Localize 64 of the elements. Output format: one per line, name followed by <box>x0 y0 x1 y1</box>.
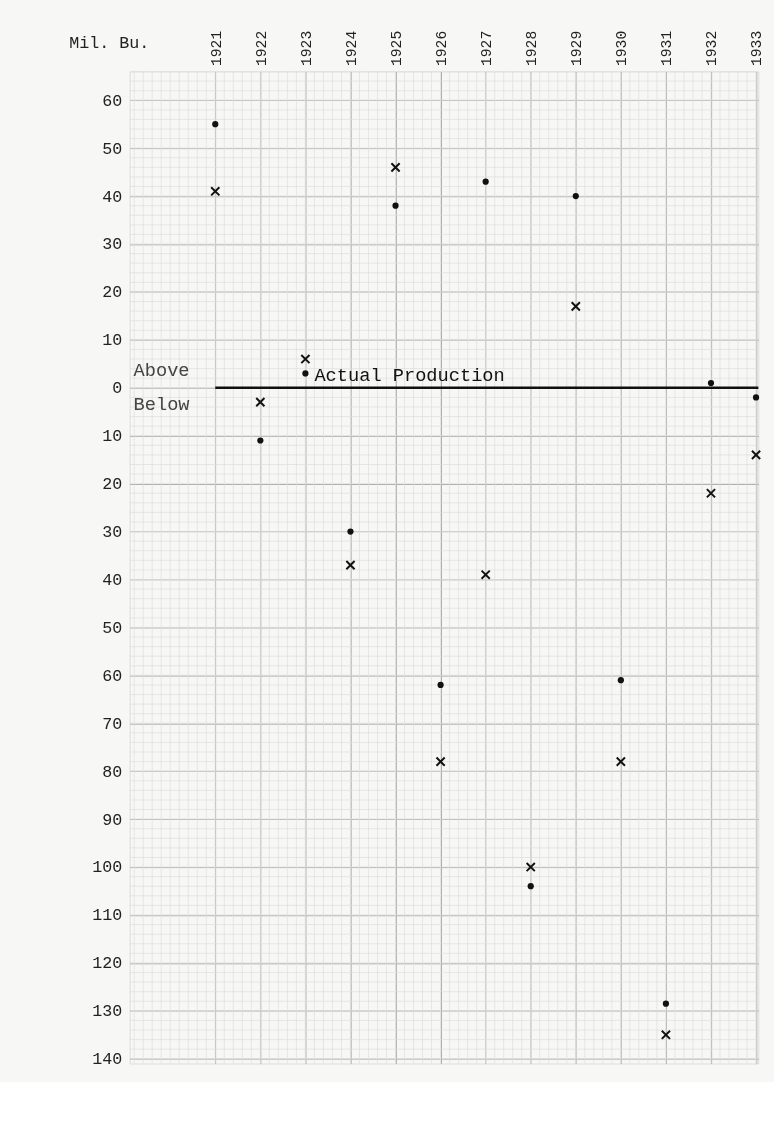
y-tick-label: 140 <box>92 1050 123 1070</box>
point <box>705 488 717 499</box>
y-tick-label: 20 <box>102 475 123 495</box>
x-tick-label: 1927 <box>479 30 496 67</box>
point <box>752 394 760 401</box>
point <box>302 370 309 377</box>
y-tick-label: 50 <box>102 618 123 638</box>
y-tick-label: 130 <box>92 1002 123 1022</box>
x-tick-label: 1931 <box>659 30 676 67</box>
x-tick-label: 1925 <box>388 30 405 67</box>
x-tick-label: 1933 <box>749 30 766 67</box>
y-axis-title: Mil. Bu. <box>69 34 150 54</box>
x-tick-label: 1929 <box>569 30 586 67</box>
point <box>570 301 581 312</box>
y-tick-label: 10 <box>102 427 123 447</box>
point <box>255 397 266 408</box>
point <box>707 379 715 387</box>
point <box>435 756 446 767</box>
text: Above <box>133 360 190 383</box>
ref-line-label: Actual Production <box>314 364 505 387</box>
y-tick-label: 110 <box>92 906 123 926</box>
point <box>392 202 399 209</box>
point <box>617 677 624 684</box>
text: Below <box>133 394 190 417</box>
y-tick-label: 30 <box>102 522 123 542</box>
x-tick-label: 1924 <box>343 30 360 67</box>
y-tick-label: 20 <box>102 283 123 303</box>
point <box>572 193 579 200</box>
y-tick-label: 90 <box>102 810 123 830</box>
point <box>480 569 491 580</box>
point <box>437 681 444 689</box>
point <box>525 861 536 873</box>
y-tick-label: 30 <box>102 235 123 255</box>
y-tick-label: 80 <box>102 762 123 782</box>
point <box>660 1029 671 1040</box>
x-tick-label: 1922 <box>253 30 270 67</box>
point <box>212 121 219 128</box>
y-tick-label: 60 <box>102 666 123 686</box>
y-tick-label: 100 <box>92 858 123 878</box>
y-tick-label: 60 <box>102 91 123 111</box>
x-tick-label: 1923 <box>298 30 315 67</box>
y-tick-label: 0 <box>112 379 123 399</box>
point <box>210 186 221 197</box>
point <box>482 178 489 185</box>
y-tick-label: 40 <box>102 570 123 590</box>
point <box>300 353 311 365</box>
x-tick-label: 1928 <box>524 30 541 67</box>
point <box>527 883 534 890</box>
point <box>347 528 354 535</box>
y-tick-label: 70 <box>102 714 123 734</box>
point <box>615 756 626 767</box>
x-tick-label: 1930 <box>614 30 631 67</box>
point <box>390 162 401 173</box>
y-tick-label: 10 <box>102 331 123 351</box>
x-tick-label: 1926 <box>433 30 450 67</box>
y-tick-label: 40 <box>102 187 123 207</box>
point <box>750 449 762 460</box>
x-tick-label: 1932 <box>704 30 721 67</box>
point <box>257 437 264 444</box>
point <box>662 1000 670 1007</box>
x-tick-label: 1921 <box>208 30 225 67</box>
y-tick-label: 120 <box>92 954 123 974</box>
point <box>345 560 356 571</box>
y-tick-label: 50 <box>102 139 123 159</box>
